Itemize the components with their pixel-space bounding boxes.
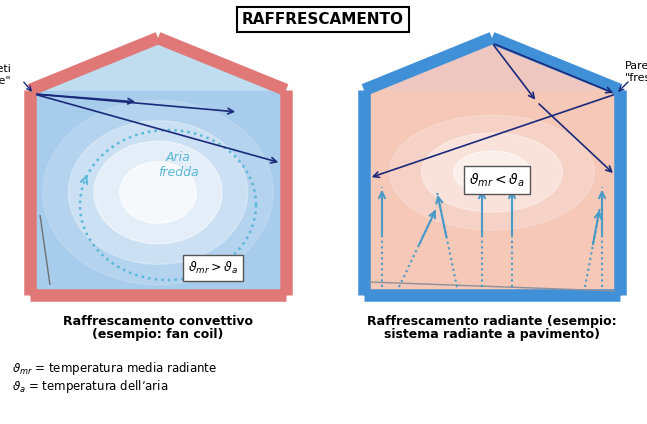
Ellipse shape <box>69 121 248 264</box>
Text: Pareti
"fresche": Pareti "fresche" <box>625 61 647 83</box>
Ellipse shape <box>422 133 562 212</box>
Text: $\vartheta_{mr} < \vartheta_a$: $\vartheta_{mr} < \vartheta_a$ <box>469 171 525 189</box>
Ellipse shape <box>43 100 273 285</box>
Polygon shape <box>369 282 615 291</box>
Text: Pareti
"calde": Pareti "calde" <box>0 64 12 86</box>
Polygon shape <box>30 90 286 295</box>
Text: (esempio: fan coil): (esempio: fan coil) <box>93 328 224 341</box>
Ellipse shape <box>120 162 197 223</box>
Text: $\vartheta_{mr}$ = temperatura media radiante: $\vartheta_{mr}$ = temperatura media rad… <box>12 360 217 377</box>
Text: $\vartheta_a$ = temperatura dell’aria: $\vartheta_a$ = temperatura dell’aria <box>12 378 168 395</box>
Polygon shape <box>364 90 620 295</box>
Text: sistema radiante a pavimento): sistema radiante a pavimento) <box>384 328 600 341</box>
Ellipse shape <box>454 151 531 194</box>
Text: $\vartheta_{mr} > \vartheta_a$: $\vartheta_{mr} > \vartheta_a$ <box>188 260 238 276</box>
Text: Aria
fredda: Aria fredda <box>158 151 199 179</box>
Text: Raffrescamento radiante (esempio:: Raffrescamento radiante (esempio: <box>367 315 617 328</box>
Polygon shape <box>40 215 50 285</box>
Polygon shape <box>30 38 286 90</box>
Ellipse shape <box>389 115 595 230</box>
Ellipse shape <box>94 141 222 244</box>
Text: RAFFRESCAMENTO: RAFFRESCAMENTO <box>242 12 404 27</box>
Polygon shape <box>364 38 620 90</box>
Text: Raffrescamento convettivo: Raffrescamento convettivo <box>63 315 253 328</box>
